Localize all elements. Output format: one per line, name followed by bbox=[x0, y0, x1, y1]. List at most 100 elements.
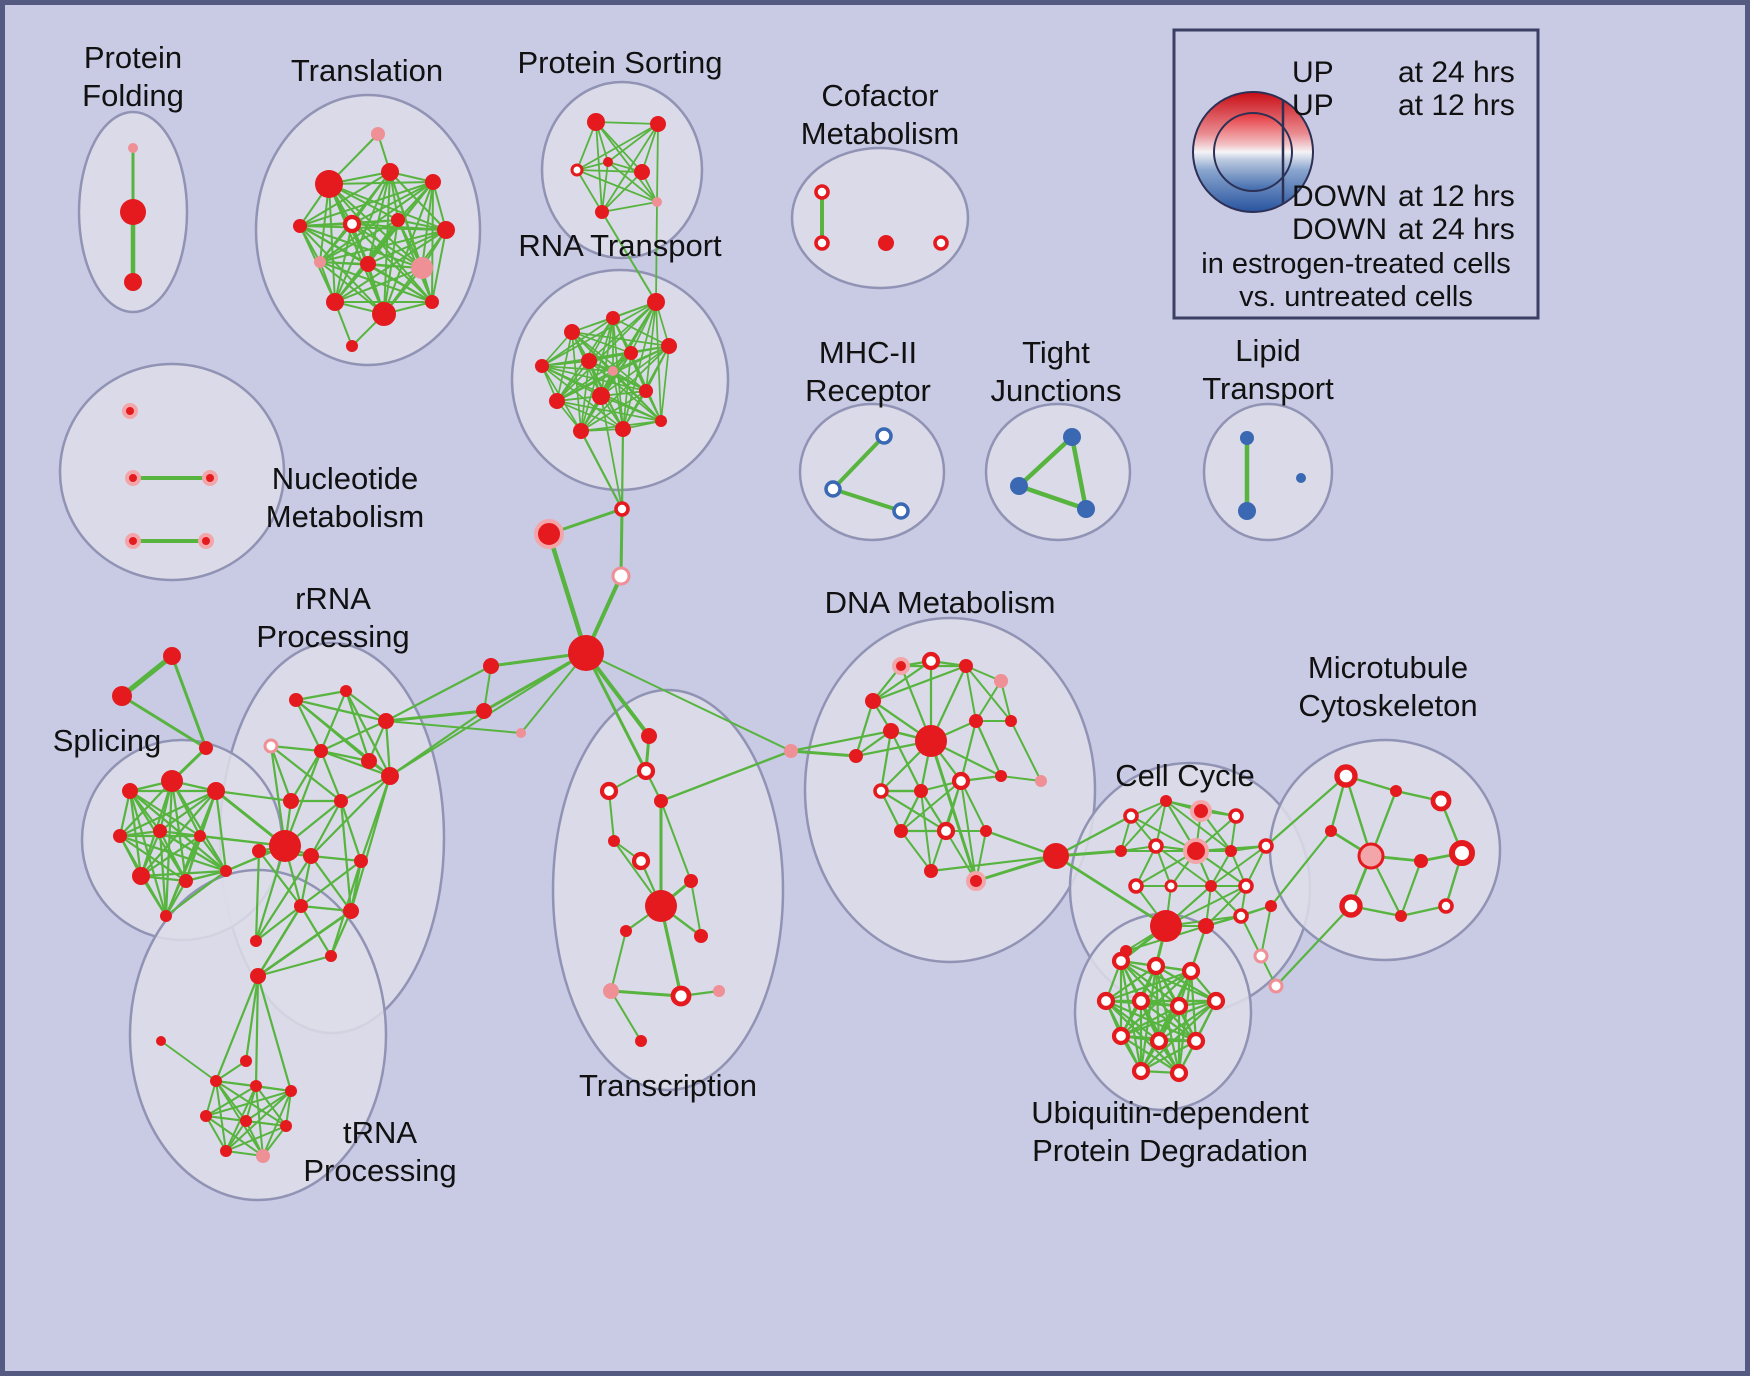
edge bbox=[349, 774, 392, 913]
gene-node-pf2 bbox=[120, 199, 146, 225]
legend-inner-disc-12hrs bbox=[1213, 112, 1293, 192]
edge bbox=[1120, 800, 1167, 852]
gene-node-cc2 bbox=[1160, 795, 1172, 807]
edge bbox=[900, 790, 922, 832]
gene-node-d8 bbox=[915, 725, 947, 757]
edge bbox=[571, 331, 632, 354]
edge bbox=[205, 1090, 292, 1117]
edge bbox=[245, 1120, 287, 1127]
edge bbox=[601, 211, 657, 303]
edge bbox=[158, 789, 218, 833]
edge bbox=[541, 317, 614, 367]
gene-node-d17 bbox=[980, 825, 992, 837]
edge bbox=[299, 904, 333, 958]
edge bbox=[974, 719, 1003, 778]
edge bbox=[256, 974, 293, 1093]
gene-node-s6 bbox=[652, 197, 662, 207]
legend-caption-line2: vs. untreated cells bbox=[1239, 281, 1473, 313]
cluster-label-protein-folding: Protein bbox=[84, 40, 182, 75]
edge bbox=[269, 744, 287, 848]
edge bbox=[1139, 969, 1193, 1003]
edge bbox=[659, 749, 793, 803]
gene-node-t9 bbox=[314, 256, 326, 268]
gene-node-u7 bbox=[1206, 991, 1226, 1011]
gene-node-tr4 bbox=[210, 1075, 222, 1087]
gene-node-rr14 bbox=[343, 903, 359, 919]
gene-node-b5 bbox=[476, 703, 492, 719]
gene-node-sp5 bbox=[153, 824, 167, 838]
gene-node-d15 bbox=[894, 824, 908, 838]
gene-node-s3 bbox=[570, 163, 584, 177]
edge bbox=[1010, 720, 1042, 782]
edge bbox=[214, 789, 293, 803]
legend-direction-label-3: DOWN bbox=[1292, 213, 1387, 246]
gene-node-cc10 bbox=[1128, 878, 1144, 894]
gene-node-x6 bbox=[631, 851, 651, 871]
legend-direction-label-1: UP bbox=[1292, 89, 1334, 122]
gene-node-rr7 bbox=[283, 793, 299, 809]
edge bbox=[879, 789, 948, 833]
gene-node-x7 bbox=[645, 890, 677, 922]
gene-node-d10 bbox=[1005, 715, 1017, 727]
edge bbox=[118, 779, 174, 838]
cluster-label-rna-transport: RNA Transport bbox=[518, 228, 722, 263]
gene-node-c2 bbox=[814, 235, 830, 251]
gene-node-r7 bbox=[661, 338, 677, 354]
gene-node-pf3 bbox=[124, 273, 142, 291]
edge bbox=[584, 651, 648, 773]
gene-node-tr6 bbox=[285, 1085, 297, 1097]
gene-node-t14 bbox=[425, 295, 439, 309]
edge bbox=[1139, 1039, 1198, 1073]
gene-node-t12 bbox=[326, 293, 344, 311]
edge bbox=[319, 689, 348, 753]
edge bbox=[1344, 774, 1373, 858]
edge bbox=[214, 789, 228, 873]
edge bbox=[262, 1090, 292, 1157]
gene-node-cc16 bbox=[1233, 908, 1249, 924]
gene-node-r9 bbox=[592, 387, 610, 405]
edge bbox=[595, 121, 659, 125]
gene-node-tr3 bbox=[240, 1055, 252, 1067]
edge bbox=[198, 834, 228, 873]
gene-node-m3 bbox=[892, 502, 910, 520]
gene-node-r12 bbox=[615, 421, 631, 437]
cluster-label-protein-sorting: Protein Sorting bbox=[517, 45, 722, 80]
gene-node-b8 bbox=[784, 744, 798, 758]
edge bbox=[205, 1080, 217, 1117]
edge bbox=[789, 729, 893, 753]
gene-node-d16 bbox=[936, 821, 956, 841]
gene-node-d7 bbox=[883, 723, 899, 739]
edge bbox=[601, 171, 643, 213]
gene-node-cc15 bbox=[1198, 918, 1214, 934]
edge bbox=[601, 201, 658, 213]
gene-node-u11 bbox=[1131, 1061, 1151, 1081]
edge bbox=[254, 904, 303, 943]
gene-node-tj3 bbox=[1077, 500, 1095, 518]
cluster-label-protein-folding: Folding bbox=[82, 78, 184, 113]
gene-node-r14 bbox=[608, 366, 618, 376]
edge bbox=[294, 689, 348, 702]
gene-node-d20 bbox=[1035, 775, 1047, 787]
legend-time-label-0: at 24 hrs bbox=[1398, 56, 1515, 89]
edge bbox=[556, 352, 632, 402]
edge bbox=[384, 664, 493, 723]
gene-node-tr10 bbox=[220, 1145, 232, 1157]
gene-node-u6 bbox=[1169, 996, 1189, 1016]
edge bbox=[900, 780, 962, 832]
edge bbox=[385, 720, 522, 734]
edge bbox=[541, 301, 657, 367]
gene-node-l1 bbox=[1240, 431, 1254, 445]
gene-node-mc4 bbox=[1325, 825, 1337, 837]
edge bbox=[319, 749, 392, 778]
cluster-label-mhc-ii-receptor: MHC-II bbox=[819, 335, 917, 370]
edge bbox=[580, 360, 590, 432]
edge bbox=[576, 169, 643, 173]
edge bbox=[319, 749, 371, 763]
gene-node-r4 bbox=[535, 359, 549, 373]
edge bbox=[1157, 999, 1218, 1043]
gene-node-sp4 bbox=[113, 829, 127, 843]
edge bbox=[620, 427, 625, 511]
edge bbox=[215, 1060, 247, 1082]
edge bbox=[339, 774, 392, 803]
gene-node-r5 bbox=[581, 353, 597, 369]
